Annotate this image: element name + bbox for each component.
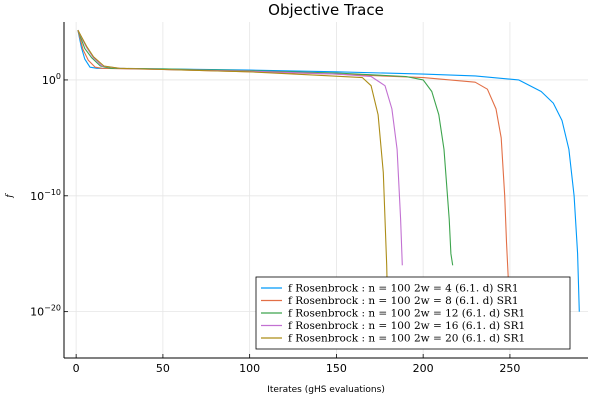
series-line-2 [77, 29, 509, 277]
legend-label-4: f Rosenbrock : n = 100 2w = 16 (6.1. d) … [288, 320, 525, 332]
x-tick-label: 150 [326, 362, 347, 375]
x-tick-label: 0 [73, 362, 80, 375]
series-line-5 [77, 29, 390, 347]
legend: f Rosenbrock : n = 100 2w = 4 (6.1. d) S… [255, 276, 571, 350]
series-line-1 [77, 29, 580, 312]
chart-title: Objective Trace [268, 1, 384, 19]
axes [63, 22, 588, 359]
legend-label-3: f Rosenbrock : n = 100 2w = 12 (6.1. d) … [288, 308, 525, 320]
series-line-3 [77, 29, 454, 266]
series-line-4 [77, 29, 403, 266]
y-tick-label: 100 [42, 72, 61, 87]
series-lines [77, 29, 580, 347]
y-tick-label: 10−20 [30, 304, 61, 319]
y-axis-label: f [5, 193, 15, 199]
legend-box [255, 276, 571, 350]
legend-label-1: f Rosenbrock : n = 100 2w = 4 (6.1. d) S… [288, 283, 519, 295]
y-tick-label: 10−10 [30, 188, 61, 203]
legend-label-2: f Rosenbrock : n = 100 2w = 8 (6.1. d) S… [288, 295, 519, 307]
x-tick-label: 50 [156, 362, 170, 375]
legend-label-5: f Rosenbrock : n = 100 2w = 20 (6.1. d) … [288, 333, 525, 345]
tick-labels: 0 50 100 150 200 250 100 10−10 10−20 [30, 72, 520, 375]
x-tick-label: 200 [413, 362, 434, 375]
x-tick-label: 100 [239, 362, 260, 375]
x-tick-label: 250 [499, 362, 520, 375]
x-axis-label: Iterates (gHS evaluations) [267, 385, 385, 395]
